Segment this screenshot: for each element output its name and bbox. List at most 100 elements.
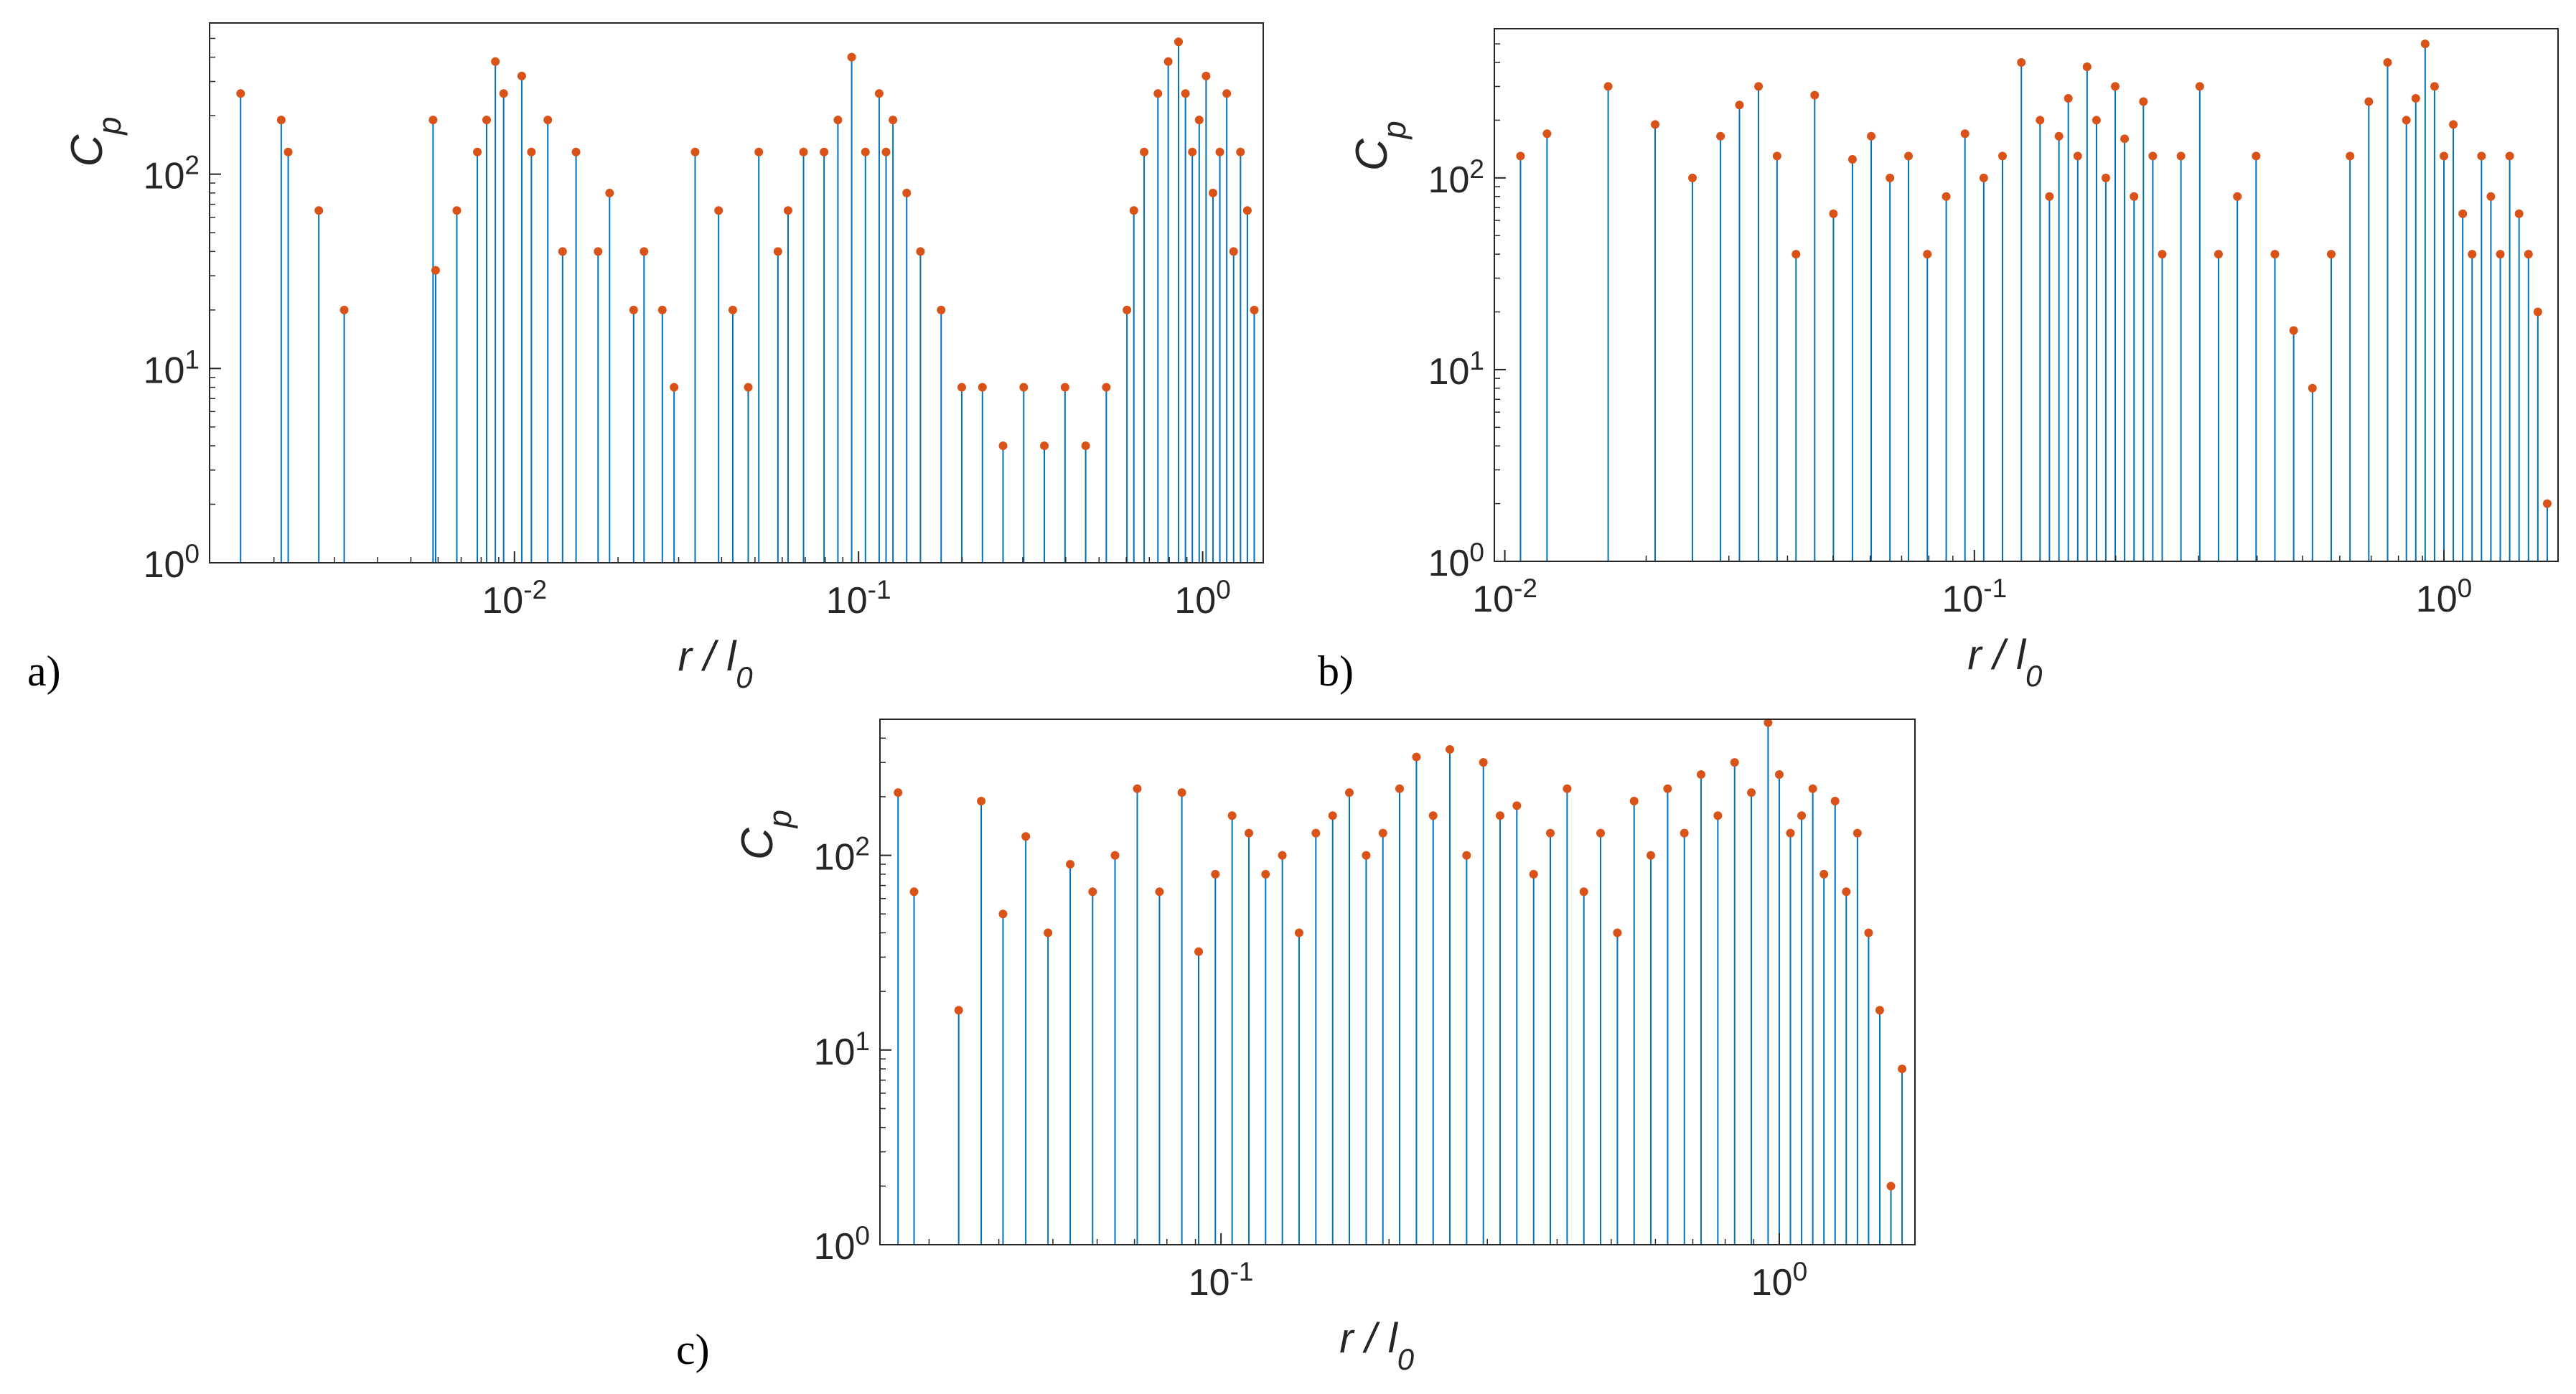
stem-marker xyxy=(1847,154,1857,164)
x-tick-label: 10-2 xyxy=(1472,574,1537,621)
stem-marker xyxy=(670,383,679,392)
stem-marker xyxy=(1040,441,1049,451)
stem-marker xyxy=(314,206,324,215)
axes-frame xyxy=(879,719,1916,1245)
y-tick-label: 102 xyxy=(814,831,870,879)
stem-marker xyxy=(1998,151,2008,161)
stem-marker xyxy=(1867,131,1876,141)
y-tick-label: 102 xyxy=(144,150,200,197)
stem-marker xyxy=(2346,151,2355,161)
stem-marker xyxy=(2449,120,2458,129)
stem-marker xyxy=(1713,811,1723,820)
stem-marker xyxy=(1188,147,1197,156)
stem-marker xyxy=(2092,116,2101,125)
stem-marker xyxy=(1222,89,1232,98)
stem-marker xyxy=(428,116,438,125)
stem-marker xyxy=(916,247,925,256)
stem-marker xyxy=(1294,928,1303,937)
stem-marker xyxy=(2195,82,2204,91)
axes-frame xyxy=(1494,28,2559,562)
stem-marker xyxy=(1579,887,1588,897)
y-tick-label: 100 xyxy=(144,539,200,586)
stem-marker xyxy=(1328,811,1337,820)
stem-marker xyxy=(1864,928,1873,937)
stem-marker xyxy=(2411,93,2420,103)
stem-marker xyxy=(2064,93,2073,103)
x-tick-label: 10-1 xyxy=(1189,1257,1254,1304)
stem-marker xyxy=(1842,887,1851,897)
stem-marker xyxy=(499,89,508,98)
stem-marker xyxy=(1774,770,1784,780)
y-axis-label: Cp xyxy=(62,117,128,167)
stem-marker xyxy=(2130,192,2139,201)
stem-series xyxy=(894,718,1907,1245)
stem-marker xyxy=(1904,151,1914,161)
stem-marker xyxy=(1735,100,1744,110)
stem-marker xyxy=(744,383,753,392)
y-tick-label: 101 xyxy=(144,345,200,392)
stem-marker xyxy=(2430,82,2439,91)
stem-marker xyxy=(2468,250,2477,259)
stem-marker xyxy=(1479,758,1488,767)
stem-marker xyxy=(2270,250,2280,259)
stem-marker xyxy=(1177,788,1186,797)
stem-marker xyxy=(1202,71,1211,80)
stem-marker xyxy=(2045,192,2054,201)
x-tick-label: 10-1 xyxy=(1942,574,2007,621)
x-tick-label: 10-1 xyxy=(826,575,891,622)
stem-marker xyxy=(2017,58,2026,67)
stem-marker xyxy=(1215,147,1224,156)
stem-marker xyxy=(1412,752,1421,762)
panel-letter: b) xyxy=(1318,647,1354,695)
stem-marker xyxy=(1445,745,1454,754)
stem-marker xyxy=(1942,192,1951,201)
stem-marker xyxy=(1181,89,1190,98)
panel-c: 100 101 102 10-1 100 r / l0 Cp c) xyxy=(676,718,1916,1376)
stem-marker xyxy=(1208,188,1217,197)
x-axis-label: r / l0 xyxy=(678,633,754,694)
plot-area xyxy=(210,23,1263,563)
stem-marker xyxy=(629,305,638,314)
stem-marker xyxy=(1021,832,1031,841)
stem-marker xyxy=(1245,828,1254,838)
stem-marker xyxy=(1830,796,1840,805)
stem-marker xyxy=(1663,784,1672,793)
stem-marker xyxy=(1979,173,1988,182)
stem-marker xyxy=(2458,209,2468,218)
stem-marker xyxy=(1688,173,1697,182)
stem-marker xyxy=(1133,784,1142,793)
stem-marker xyxy=(1123,305,1132,314)
stem-marker xyxy=(1808,784,1817,793)
stem-marker xyxy=(714,206,723,215)
stem-marker xyxy=(527,147,536,156)
stem-marker xyxy=(2383,58,2392,67)
stem-marker xyxy=(1311,828,1321,838)
stem-marker xyxy=(773,247,782,256)
stem-marker xyxy=(2440,151,2449,161)
stem-marker xyxy=(571,147,581,156)
stem-marker xyxy=(1764,718,1773,727)
y-axis-label: Cp xyxy=(733,810,798,860)
stem-marker xyxy=(1395,784,1404,793)
stem-marker xyxy=(881,147,891,156)
stem-marker xyxy=(2036,116,2045,125)
stem-marker xyxy=(937,305,946,314)
stem-marker xyxy=(491,57,500,66)
panel-a: 100 101 102 10-2 10-1 100 r / l0 Cp a) xyxy=(27,22,1264,695)
stem-marker xyxy=(1088,887,1097,897)
stem-marker xyxy=(2326,250,2336,259)
stem-marker xyxy=(1278,851,1287,860)
stem-marker xyxy=(902,188,912,197)
y-tick-label: 100 xyxy=(814,1221,870,1268)
x-tick-label: 100 xyxy=(1174,575,1230,622)
stem-marker xyxy=(1378,828,1387,838)
stem-marker xyxy=(1174,37,1184,47)
stem-marker xyxy=(1786,828,1795,838)
stem-marker xyxy=(2252,151,2261,161)
stem-marker xyxy=(1810,90,1819,100)
stem-marker xyxy=(1960,129,1970,139)
stem-series xyxy=(1516,39,2552,561)
stem-marker xyxy=(1194,116,1204,125)
panel-letter: a) xyxy=(27,647,61,695)
